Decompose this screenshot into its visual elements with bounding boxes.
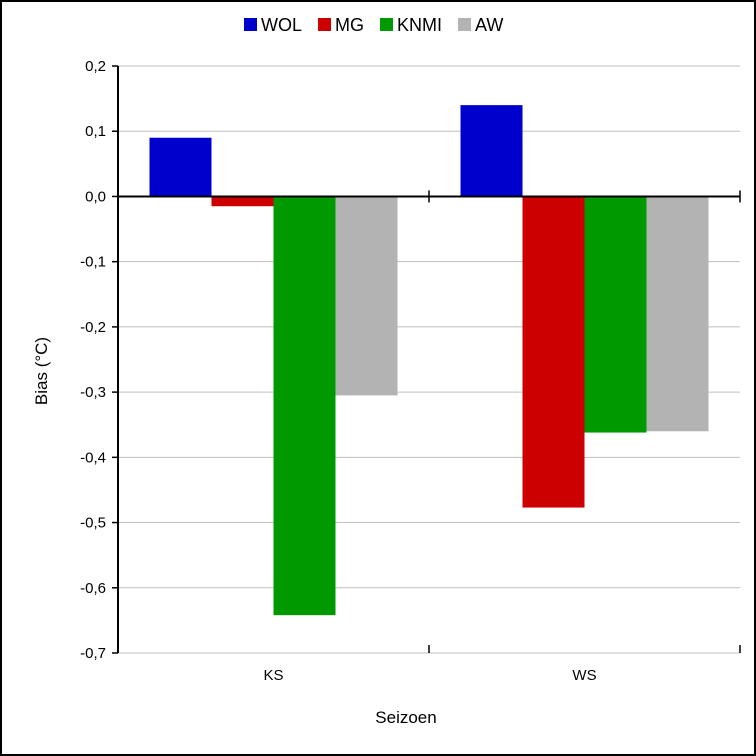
axes <box>112 65 741 654</box>
y-tick-label: -0,1 <box>80 254 106 271</box>
y-tick-label: 0,1 <box>85 123 106 140</box>
y-tick-label: -0,7 <box>80 645 106 662</box>
y-tick-label: 0,2 <box>85 58 106 75</box>
legend: WOL MG KNMI AW <box>244 15 503 35</box>
legend-label-aw: AW <box>475 15 503 35</box>
bar-aw-ks <box>335 196 398 396</box>
y-tick-label: 0,0 <box>85 188 106 205</box>
y-tick-label: -0,5 <box>80 515 106 532</box>
legend-label-knmi: KNMI <box>397 15 442 35</box>
legend-swatch-wol <box>244 18 257 31</box>
bar-aw-ws <box>646 196 709 432</box>
x-tick-labels: KS WS <box>263 667 596 684</box>
x-tick-label: KS <box>263 667 283 684</box>
bar-mg-ws <box>522 196 585 508</box>
bar-mg-ks <box>211 196 274 207</box>
bar-knmi-ks <box>273 196 336 616</box>
bars <box>149 105 709 616</box>
y-tick-label: -0,4 <box>80 449 106 466</box>
bar-knmi-ws <box>584 196 647 433</box>
legend-label-mg: MG <box>335 15 364 35</box>
y-tick-label: -0,3 <box>80 384 106 401</box>
legend-swatch-knmi <box>380 18 394 31</box>
legend-swatch-aw <box>458 18 472 31</box>
bar-wol-ws <box>460 105 523 197</box>
y-tick-label: -0,2 <box>80 319 106 336</box>
x-axis-title: Seizoen <box>375 708 436 727</box>
legend-swatch-mg <box>318 18 332 31</box>
bar-wol-ks <box>149 137 212 197</box>
x-tick-label: WS <box>572 667 596 684</box>
y-axis-title: Bias (°C) <box>32 337 51 405</box>
y-tick-labels: 0,2 0,1 0,0 -0,1 -0,2 -0,3 -0,4 -0,5 -0,6 -0,7 <box>80 58 106 662</box>
y-tick-label: -0,6 <box>80 580 106 597</box>
legend-label-wol: WOL <box>261 15 302 35</box>
